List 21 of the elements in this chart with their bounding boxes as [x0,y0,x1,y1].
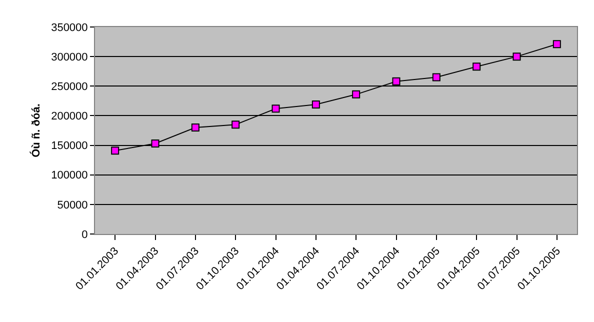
point [312,100,320,108]
point [392,77,400,86]
y-tick-label: 150000 [51,140,88,152]
point [232,120,240,129]
point [432,73,440,82]
y-tick-label: 250000 [51,80,88,93]
point [191,124,200,132]
point [151,140,160,148]
y-tick-label: 200000 [51,110,88,123]
point [111,146,120,155]
y-tick-label: 50000 [57,199,88,212]
point [472,62,481,71]
y-tick-label: 100000 [51,170,88,182]
y-tick-label: 300000 [51,51,88,64]
y-axis-title: Óù ñ. ðóá. [30,104,43,158]
point [552,40,561,48]
y-tick-label: 0 [82,228,88,241]
y-tick-label: 350000 [51,22,88,34]
point [272,104,280,113]
point [352,90,360,98]
point [512,52,521,61]
